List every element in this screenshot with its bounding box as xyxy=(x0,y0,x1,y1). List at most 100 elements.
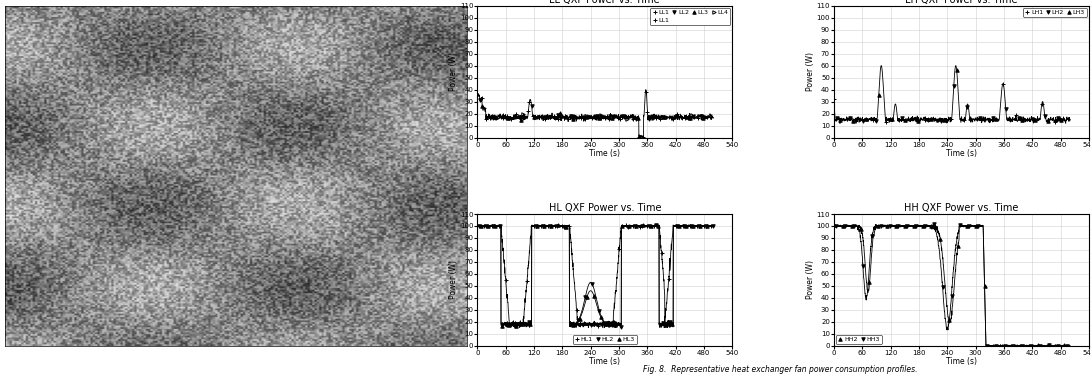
HL2 xyxy=(592,308,606,313)
HL3 xyxy=(686,223,699,228)
HH2 xyxy=(854,226,867,231)
HH3 xyxy=(1033,344,1046,348)
LL2 xyxy=(487,116,500,121)
LH3 xyxy=(898,118,911,122)
HH2 xyxy=(1022,344,1035,348)
Y-axis label: Power (W): Power (W) xyxy=(449,52,458,91)
LH3 xyxy=(859,117,872,122)
LH3 xyxy=(885,116,898,121)
LH3 xyxy=(872,93,885,98)
LH2 xyxy=(909,117,922,121)
HL1 xyxy=(478,224,491,228)
Line: LL2: LL2 xyxy=(478,98,703,121)
Line: HL3: HL3 xyxy=(479,223,709,327)
HL2 xyxy=(643,224,656,229)
LL1 xyxy=(483,115,496,120)
HL2 xyxy=(657,320,670,325)
LL3 xyxy=(670,113,683,117)
LH1 xyxy=(1048,119,1062,124)
LH1 xyxy=(1062,116,1075,121)
HL2 xyxy=(480,224,493,228)
HL1 xyxy=(471,224,484,228)
HL2 xyxy=(494,223,507,228)
HL2 xyxy=(621,224,634,229)
HL3 xyxy=(566,323,579,327)
LL4 xyxy=(582,114,595,119)
HH3 xyxy=(1060,344,1074,348)
HL1 xyxy=(634,225,647,229)
HL2 xyxy=(564,322,577,326)
LH1 xyxy=(1022,117,1035,121)
Y-axis label: Power (W): Power (W) xyxy=(449,260,458,299)
HL3 xyxy=(587,293,600,298)
LL1 xyxy=(588,114,601,118)
LL2 xyxy=(512,115,525,119)
HL2 xyxy=(515,321,528,326)
LL2 xyxy=(551,112,564,117)
LH2 xyxy=(921,117,934,122)
LL2 xyxy=(668,115,681,120)
HL2 xyxy=(671,224,684,228)
LH3 xyxy=(963,115,976,120)
LL3 xyxy=(540,113,553,118)
HH2 xyxy=(1048,344,1062,348)
LH2 xyxy=(883,118,896,122)
HL2 xyxy=(706,224,719,228)
LH2 xyxy=(986,116,999,120)
LL1 xyxy=(614,116,627,121)
LL1 xyxy=(637,135,650,139)
LL3 xyxy=(566,117,579,122)
LL2 xyxy=(590,114,603,119)
LH3 xyxy=(924,117,937,122)
HH3 xyxy=(981,344,994,348)
HH3 xyxy=(839,224,852,229)
LL2 xyxy=(577,116,590,120)
HH3 xyxy=(998,343,1011,348)
HH2 xyxy=(934,237,947,242)
HL1 xyxy=(606,323,619,328)
HL1 xyxy=(676,224,690,228)
LL3 xyxy=(696,116,709,120)
LL1 xyxy=(549,115,562,120)
HH2 xyxy=(1040,344,1053,348)
HH3 xyxy=(865,233,878,238)
Line: LL1: LL1 xyxy=(476,93,712,139)
Line: LL4: LL4 xyxy=(482,106,707,138)
HL1 xyxy=(683,224,696,228)
HH3 xyxy=(1042,343,1055,348)
Line: LH2: LH2 xyxy=(836,84,1059,123)
LL4 xyxy=(530,115,543,120)
LL1 xyxy=(615,115,628,120)
HH2 xyxy=(943,318,956,323)
HH2 xyxy=(846,223,859,228)
HL1 xyxy=(492,223,505,228)
Legend: LL1, LL1, LL2, LL3, LL4: LL1, LL1, LL2, LL3, LL4 xyxy=(650,8,730,25)
LL4 xyxy=(634,134,647,139)
HH3 xyxy=(954,223,967,228)
HH3 xyxy=(856,263,870,268)
HH2 xyxy=(916,223,930,228)
HL3 xyxy=(601,322,614,327)
HH3 xyxy=(1024,344,1038,348)
HH2 xyxy=(898,224,911,228)
HH2 xyxy=(925,223,938,228)
HL1 xyxy=(640,224,654,228)
LL1 xyxy=(602,116,615,121)
X-axis label: Time (s): Time (s) xyxy=(589,358,621,366)
X-axis label: Time (s): Time (s) xyxy=(946,149,976,158)
LL2 xyxy=(473,98,487,102)
HH2 xyxy=(1031,343,1044,347)
LH2 xyxy=(934,118,947,123)
LL3 xyxy=(658,115,671,119)
HL3 xyxy=(559,224,572,229)
LH1 xyxy=(906,116,919,121)
LH1 xyxy=(879,119,892,124)
HH2 xyxy=(837,224,850,228)
HL1 xyxy=(514,320,527,325)
LH3 xyxy=(1054,118,1067,122)
LL3 xyxy=(476,104,489,109)
HL2 xyxy=(529,224,542,228)
HL1 xyxy=(500,277,513,282)
LH2 xyxy=(1051,115,1064,120)
LL2 xyxy=(694,114,707,118)
